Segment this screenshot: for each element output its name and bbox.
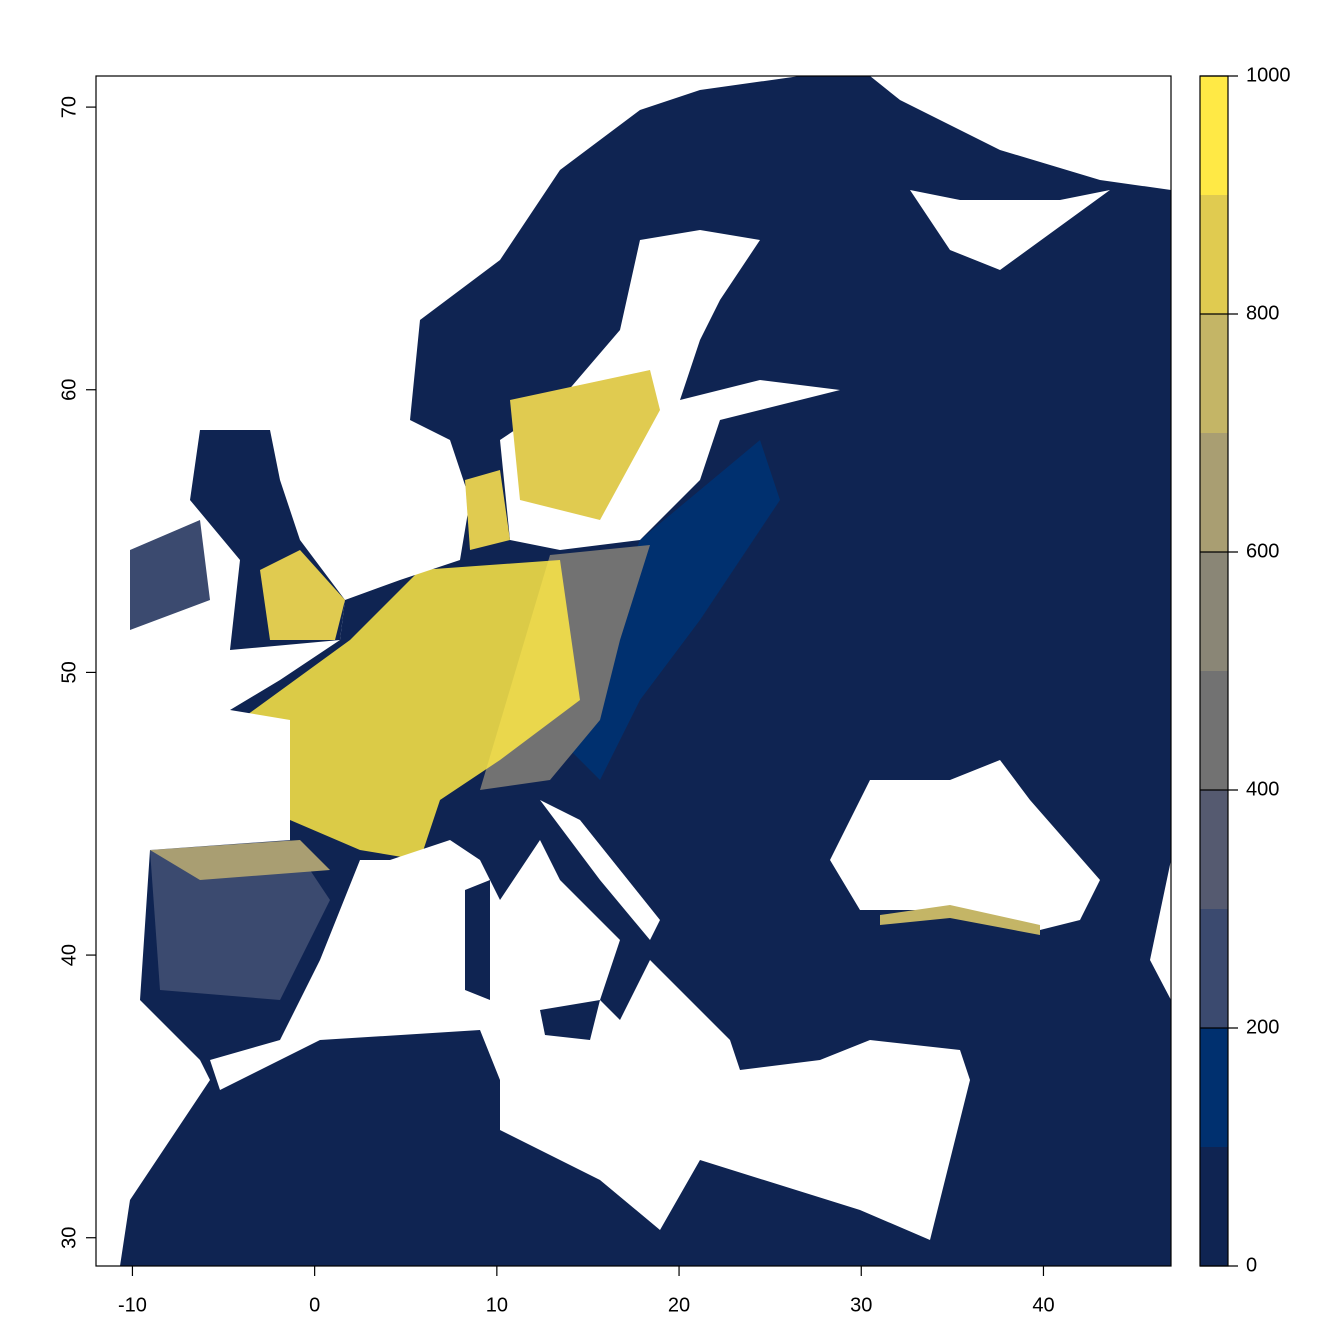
x-tick-label: 40 <box>1032 1294 1054 1316</box>
black-sea <box>830 760 1100 930</box>
iberia-north <box>150 840 330 880</box>
colorbar-band <box>1200 790 1228 909</box>
colorbar-band <box>1200 909 1228 1028</box>
england <box>260 550 345 640</box>
white-sea <box>910 190 1110 270</box>
caspian <box>1150 860 1171 1000</box>
y-tick-label: 50 <box>58 661 80 683</box>
colorbar-band <box>1200 1147 1228 1266</box>
east-band <box>560 440 780 780</box>
y-tick-label: 70 <box>58 96 80 118</box>
ireland <box>130 520 210 630</box>
y-tick-label: 40 <box>58 944 80 966</box>
colorbar-band <box>1200 1028 1228 1147</box>
x-tick-label: 30 <box>850 1294 872 1316</box>
colorbar-tick-label: 1000 <box>1246 64 1291 86</box>
colorbar-band <box>1200 671 1228 790</box>
sicily <box>540 1000 600 1040</box>
denmark <box>465 470 510 550</box>
x-tick-label: 10 <box>486 1294 508 1316</box>
colorbar-tick-label: 400 <box>1246 778 1279 800</box>
plot-frame <box>95 75 1172 1267</box>
barents-sea <box>870 76 1171 190</box>
south-sweden <box>510 370 660 520</box>
x-tick-label: 20 <box>668 1294 690 1316</box>
france-germany <box>240 560 580 860</box>
x-tick-label: 0 <box>309 1294 320 1316</box>
colorbar-band <box>1200 433 1228 552</box>
map <box>96 76 1171 1266</box>
corsica-sardinia <box>465 880 490 1000</box>
turkey-coast <box>880 905 1040 935</box>
x-tick-label: -10 <box>118 1294 147 1316</box>
colorbar-band <box>1200 76 1228 195</box>
atlantic <box>96 76 800 1266</box>
y-tick-label: 60 <box>58 379 80 401</box>
colorbar-band <box>1200 314 1228 433</box>
colorbar-tick-label: 800 <box>1246 302 1279 324</box>
colorbar-band <box>1200 195 1228 314</box>
colorbar-tick-label: 200 <box>1246 1016 1279 1038</box>
y-tick-label: 30 <box>58 1227 80 1249</box>
iberia-highland <box>150 840 330 1000</box>
colorbar-band <box>1200 552 1228 671</box>
colorbar-tick-label: 0 <box>1246 1254 1257 1276</box>
adriatic <box>540 800 660 940</box>
colorbar-tick-label: 600 <box>1246 540 1279 562</box>
